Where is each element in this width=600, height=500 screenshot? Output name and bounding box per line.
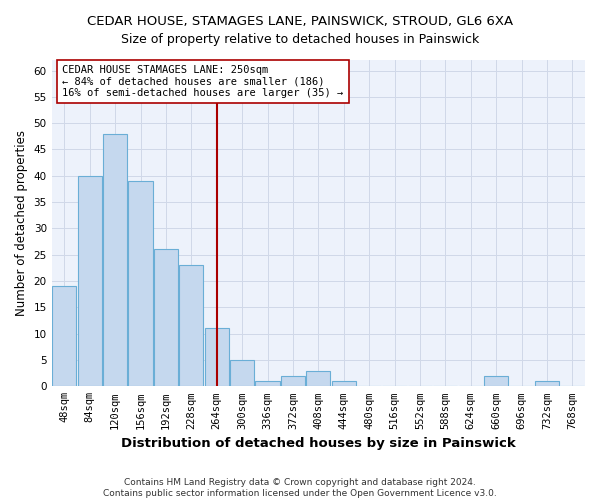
Bar — [154, 250, 178, 386]
Bar — [128, 181, 152, 386]
Bar — [256, 381, 280, 386]
Bar — [77, 176, 102, 386]
Bar — [179, 266, 203, 386]
Bar — [332, 381, 356, 386]
Bar — [484, 376, 508, 386]
Text: Size of property relative to detached houses in Painswick: Size of property relative to detached ho… — [121, 32, 479, 46]
Bar — [306, 370, 331, 386]
Bar — [535, 381, 559, 386]
Bar — [52, 286, 76, 386]
X-axis label: Distribution of detached houses by size in Painswick: Distribution of detached houses by size … — [121, 437, 516, 450]
Y-axis label: Number of detached properties: Number of detached properties — [15, 130, 28, 316]
Text: Contains HM Land Registry data © Crown copyright and database right 2024.
Contai: Contains HM Land Registry data © Crown c… — [103, 478, 497, 498]
Text: CEDAR HOUSE STAMAGES LANE: 250sqm
← 84% of detached houses are smaller (186)
16%: CEDAR HOUSE STAMAGES LANE: 250sqm ← 84% … — [62, 65, 344, 98]
Bar — [205, 328, 229, 386]
Text: CEDAR HOUSE, STAMAGES LANE, PAINSWICK, STROUD, GL6 6XA: CEDAR HOUSE, STAMAGES LANE, PAINSWICK, S… — [87, 15, 513, 28]
Bar — [103, 134, 127, 386]
Bar — [230, 360, 254, 386]
Bar — [281, 376, 305, 386]
